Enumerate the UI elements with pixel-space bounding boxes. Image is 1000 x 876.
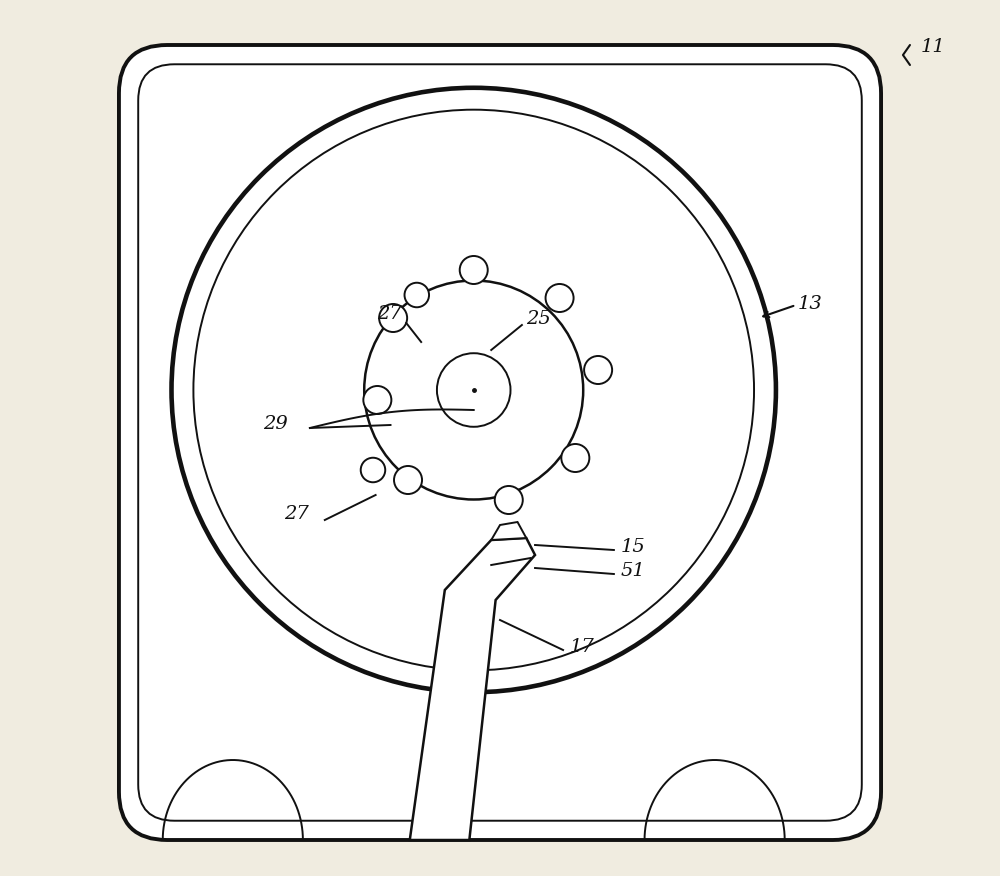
Text: 29: 29 — [263, 415, 288, 433]
Circle shape — [546, 284, 574, 312]
Circle shape — [172, 88, 776, 692]
Text: 15: 15 — [621, 538, 646, 556]
Text: 11: 11 — [920, 38, 945, 56]
FancyBboxPatch shape — [119, 45, 881, 840]
Text: 17: 17 — [570, 638, 595, 656]
Polygon shape — [410, 538, 535, 840]
Circle shape — [460, 256, 488, 284]
Circle shape — [405, 283, 429, 307]
Text: 51: 51 — [621, 562, 646, 580]
Circle shape — [495, 486, 523, 514]
Circle shape — [437, 353, 511, 427]
Circle shape — [394, 466, 422, 494]
Text: 27: 27 — [377, 305, 402, 323]
Circle shape — [364, 280, 583, 499]
Text: 25: 25 — [526, 310, 551, 328]
Polygon shape — [491, 522, 526, 540]
Circle shape — [584, 356, 612, 384]
Circle shape — [193, 110, 754, 670]
Circle shape — [361, 458, 385, 483]
Text: 13: 13 — [798, 295, 823, 313]
Circle shape — [363, 386, 391, 414]
Text: 27: 27 — [284, 505, 308, 523]
Circle shape — [561, 444, 589, 472]
Circle shape — [379, 304, 407, 332]
